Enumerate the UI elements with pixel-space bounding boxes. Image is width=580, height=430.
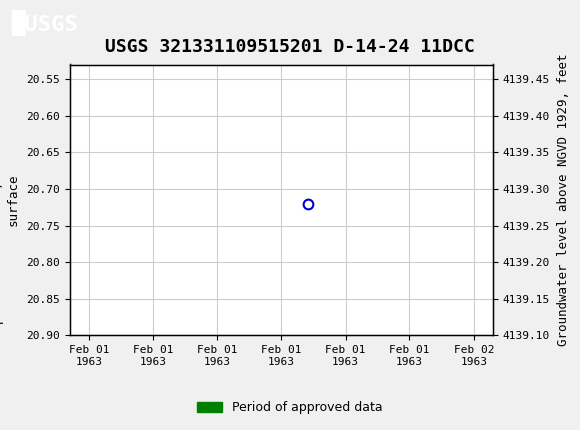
- Y-axis label: Depth to water level, feet below land
surface: Depth to water level, feet below land su…: [0, 61, 19, 339]
- Text: USGS 321331109515201 D-14-24 11DCC: USGS 321331109515201 D-14-24 11DCC: [105, 38, 475, 56]
- Legend: Period of approved data: Period of approved data: [192, 396, 388, 419]
- Y-axis label: Groundwater level above NGVD 1929, feet: Groundwater level above NGVD 1929, feet: [557, 54, 570, 346]
- Text: █USGS: █USGS: [12, 9, 78, 36]
